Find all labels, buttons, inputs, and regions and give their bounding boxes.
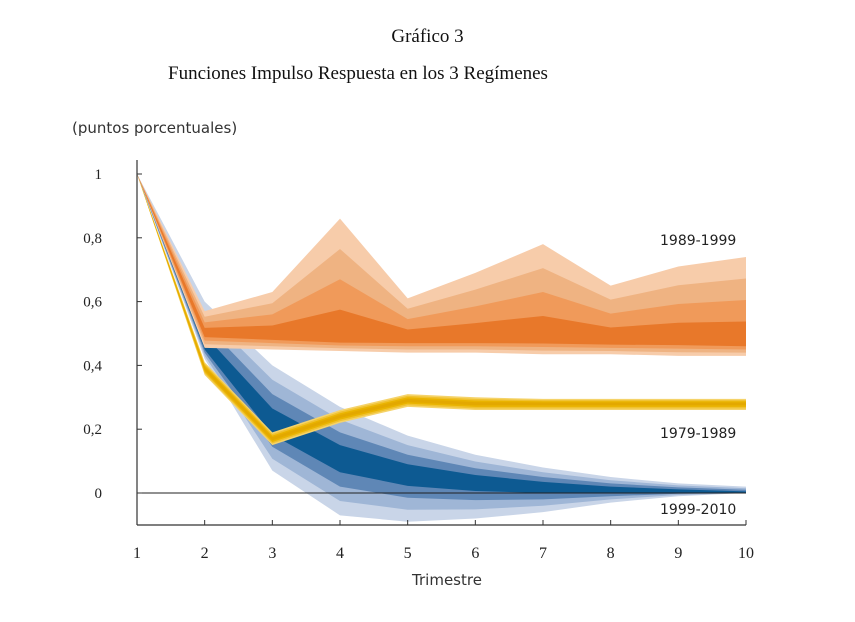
series-label: 1989-1999: [660, 233, 736, 249]
y-tick-label: 0: [95, 486, 103, 502]
x-tick-label: 8: [607, 545, 615, 562]
x-tick-label: 10: [738, 545, 754, 562]
x-tick-label: 2: [201, 545, 209, 562]
x-tick-label: 3: [268, 545, 276, 562]
series-label: 1979-1989: [660, 426, 736, 442]
x-tick-label: 6: [471, 545, 479, 562]
x-tick-label: 1: [133, 545, 141, 562]
y-tick-label: 0,6: [83, 295, 102, 311]
y-tick-label: 0,2: [83, 422, 102, 438]
x-tick-label: 4: [336, 545, 344, 562]
y-tick-label: 1: [95, 167, 103, 183]
x-tick-label: 9: [674, 545, 682, 562]
chart-subtitle: Funciones Impulso Respuesta en los 3 Reg…: [168, 63, 548, 84]
series-label: 1999-2010: [660, 502, 736, 518]
confidence-band-3: [137, 174, 746, 350]
y-tick-label: 0,4: [83, 358, 102, 374]
y-tick-label: 0,8: [83, 231, 102, 247]
x-axis-label: Trimestre: [411, 571, 482, 589]
x-tick-label: 7: [539, 545, 547, 562]
x-tick-label: 5: [404, 545, 412, 562]
series-1989-1999: [137, 174, 746, 356]
y-axis-label: (puntos porcentuales): [72, 119, 237, 137]
confidence-band-4: [137, 174, 746, 347]
chart-title: Gráfico 3: [391, 26, 464, 47]
